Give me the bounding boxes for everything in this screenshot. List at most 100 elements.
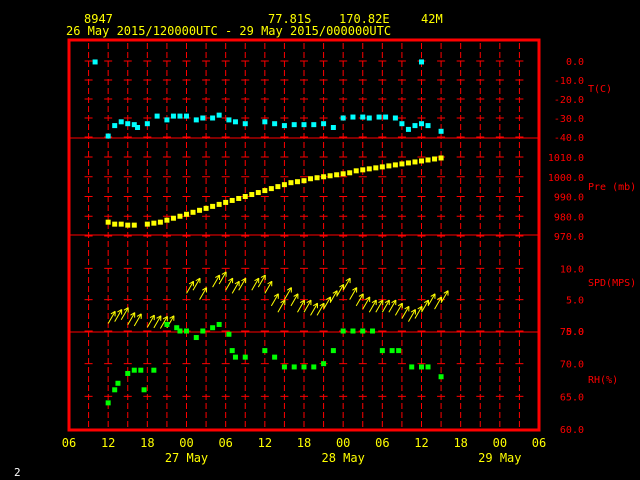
- humidity-point: [177, 328, 183, 334]
- pressure-point: [386, 163, 392, 169]
- wind-arrow: [199, 287, 208, 300]
- pressure-point: [392, 162, 398, 168]
- wind-arrow: [368, 299, 377, 313]
- x-axis: 06 12 18 00 06 12 18 00 06 12 18 00 06 27 May 28 May 29…: [62, 436, 546, 465]
- humidity-point: [200, 328, 206, 334]
- wind-arrow: [316, 302, 325, 316]
- wind-arrow: [107, 310, 116, 324]
- humidity-point: [226, 331, 232, 337]
- temperature-point: [392, 115, 398, 121]
- wind-arrow: [225, 277, 234, 291]
- pressure-point: [203, 205, 209, 211]
- pressure-point: [151, 220, 157, 226]
- pressure-point: [347, 170, 353, 176]
- longitude: 170.82E: [339, 12, 390, 26]
- pressure-point: [184, 211, 189, 217]
- x-day-label: 28 May: [321, 451, 364, 465]
- wind-arrow: [434, 296, 443, 310]
- wind-arrow: [408, 309, 416, 322]
- humidity-point: [138, 367, 144, 373]
- pressure-point: [177, 213, 183, 219]
- temperature-y-tick-label: -40.0: [554, 133, 584, 144]
- temperature-point: [112, 123, 118, 129]
- humidity-y-tick-label: 70.0: [560, 360, 584, 371]
- humidity-point: [360, 328, 366, 334]
- pressure-point: [308, 176, 314, 182]
- temperature-point: [412, 123, 418, 129]
- humidity-point: [193, 335, 199, 341]
- pressure-point: [170, 215, 176, 221]
- pressure-point: [164, 217, 170, 223]
- x-tick-label: 00: [336, 436, 350, 450]
- humidity-point: [151, 367, 157, 373]
- temperature-point: [144, 121, 150, 127]
- humidity-point: [301, 364, 307, 370]
- pressure-point: [399, 161, 405, 167]
- wind-arrow: [414, 305, 423, 319]
- wind-arrow: [388, 299, 397, 313]
- temperature-y-tick-label: -30.0: [554, 114, 584, 125]
- grid-layer: [70, 43, 538, 430]
- wind-arrow: [283, 287, 292, 300]
- temperature-point: [216, 112, 222, 118]
- pressure-point: [157, 219, 163, 225]
- temperature-point: [193, 117, 199, 123]
- temperature-point: [262, 119, 268, 125]
- humidity-point: [131, 367, 137, 373]
- pressure-point: [268, 186, 274, 192]
- humidity-point: [350, 328, 356, 334]
- x-tick-label: 12: [258, 436, 272, 450]
- pressure-point: [419, 158, 424, 164]
- temperature-y-tick-label: -10.0: [554, 76, 584, 87]
- page-number: 2: [14, 466, 21, 479]
- humidity-point: [229, 348, 235, 354]
- wind-arrow: [342, 277, 351, 291]
- humidity-point: [232, 354, 238, 360]
- plot-frame: [67, 38, 541, 432]
- pressure-point: [242, 194, 248, 199]
- pressure-y-tick-label: 970.0: [554, 232, 584, 243]
- temperature-point: [242, 121, 248, 127]
- wind-arrow: [146, 314, 155, 328]
- x-tick-label: 06: [532, 436, 546, 450]
- wind-arrow: [381, 299, 390, 313]
- pressure-point: [249, 192, 255, 198]
- x-day-label: 27 May: [165, 451, 208, 465]
- pressure-point: [288, 180, 294, 186]
- humidity-point: [242, 354, 248, 360]
- temperature-point: [131, 122, 137, 128]
- pressure-point: [210, 203, 216, 209]
- temperature-point: [419, 121, 424, 127]
- wind-arrow: [153, 315, 162, 329]
- humidity-point: [174, 325, 180, 331]
- station-id: 8947: [84, 12, 113, 26]
- pressure-point: [216, 201, 222, 207]
- pressure-point: [366, 166, 372, 172]
- pressure-y-tick-label: 1010.0: [548, 153, 584, 164]
- temperature-point: [311, 122, 317, 128]
- humidity-y-tick-label: 75.0: [560, 327, 584, 338]
- pressure-panel-label: Pre (mb): [588, 182, 636, 193]
- humidity-point: [141, 387, 147, 393]
- humidity-point: [330, 348, 336, 354]
- humidity-point: [389, 348, 395, 354]
- wind-arrow: [421, 299, 429, 313]
- pressure-point: [262, 188, 268, 194]
- wind-y-tick-label: 10.0: [560, 264, 584, 275]
- pressure-point: [405, 160, 411, 166]
- wind-arrow: [440, 290, 449, 304]
- humidity-point: [281, 364, 287, 370]
- humidity-point: [438, 374, 444, 380]
- wind-arrow: [355, 293, 364, 307]
- wind-arrow: [114, 309, 123, 322]
- wind-arrow: [120, 307, 129, 320]
- wind-arrow: [362, 296, 371, 310]
- temperature-point: [383, 114, 389, 120]
- pressure-point: [125, 222, 131, 228]
- x-tick-label: 00: [493, 436, 507, 450]
- pressure-point: [438, 155, 444, 161]
- pressure-point: [412, 159, 418, 165]
- humidity-point: [321, 361, 327, 367]
- wind-arrow: [231, 280, 240, 294]
